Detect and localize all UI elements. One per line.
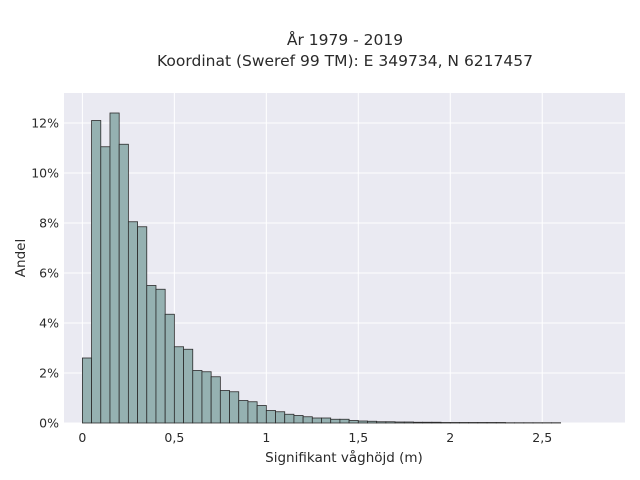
histogram-bar (422, 421, 433, 424)
histogram-bar (495, 422, 506, 424)
y-axis-label: Andel (13, 239, 29, 277)
histogram-bar (431, 421, 442, 424)
histogram-bar (91, 120, 102, 424)
histogram-bar (311, 417, 322, 424)
histogram-bar (459, 422, 470, 424)
y-tick-label: 12% (31, 116, 59, 131)
histogram-bar (183, 348, 194, 424)
histogram-bar (477, 422, 488, 424)
histogram-bar (118, 143, 129, 424)
y-tick-label: 0% (39, 416, 59, 431)
histogram-bar (201, 371, 212, 424)
histogram-bar (81, 357, 92, 424)
histogram-bar (173, 346, 184, 424)
x-tick-label: 0,5 (164, 430, 184, 445)
histogram-bar (440, 422, 451, 424)
chart-title: År 1979 - 2019 (287, 30, 403, 49)
histogram-bar (394, 421, 405, 424)
histogram-bar (486, 422, 497, 424)
histogram-bar (275, 411, 286, 424)
y-tick-labels: 0% 2% 4% 6% 8% 10% 12% (31, 116, 59, 431)
histogram-bar (348, 420, 359, 424)
histogram-bar (238, 400, 249, 424)
histogram-bar (357, 420, 368, 424)
histogram-bar (192, 370, 203, 424)
histogram-bar (468, 422, 479, 424)
x-tick-label: 1 (262, 430, 270, 445)
histogram-bar (210, 376, 221, 424)
histogram-bars (81, 112, 562, 424)
histogram-bar (146, 285, 157, 424)
x-tick-label: 0 (78, 430, 86, 445)
x-tick-label: 1,5 (348, 430, 368, 445)
histogram-bar (100, 146, 111, 424)
histogram-bar (229, 391, 240, 424)
histogram-bar (321, 417, 332, 424)
histogram-bar (293, 415, 304, 424)
y-tick-label: 4% (39, 316, 59, 331)
histogram-bar (247, 401, 258, 424)
y-tick-label: 8% (39, 216, 59, 231)
histogram-bar (376, 421, 387, 424)
y-tick-label: 6% (39, 266, 59, 281)
histogram-bar (265, 410, 276, 424)
y-tick-label: 2% (39, 366, 59, 381)
x-tick-labels: 0 0,5 1 1,5 2 2,5 (78, 430, 552, 445)
histogram-bar (109, 112, 120, 424)
chart-subtitle: Koordinat (Sweref 99 TM): E 349734, N 62… (157, 52, 533, 70)
x-tick-label: 2,5 (532, 430, 552, 445)
histogram-bar (137, 226, 148, 424)
histogram-bar (385, 421, 396, 424)
x-axis-label: Signifikant våghöjd (m) (265, 449, 423, 466)
histogram-bar (127, 221, 138, 424)
histogram-bar (367, 420, 378, 424)
y-tick-label: 10% (31, 166, 59, 181)
x-tick-label: 2 (446, 430, 454, 445)
histogram-bar (155, 288, 166, 424)
histogram-bar (330, 418, 341, 424)
histogram-bar (284, 413, 295, 424)
histogram-bar (219, 390, 230, 424)
histogram-bar (302, 416, 313, 424)
histogram-bar (403, 421, 414, 424)
histogram-bar (449, 422, 460, 424)
histogram-bar (164, 313, 175, 424)
histogram-bar (413, 421, 424, 424)
histogram-bar (256, 405, 267, 424)
histogram-bar (339, 418, 350, 424)
